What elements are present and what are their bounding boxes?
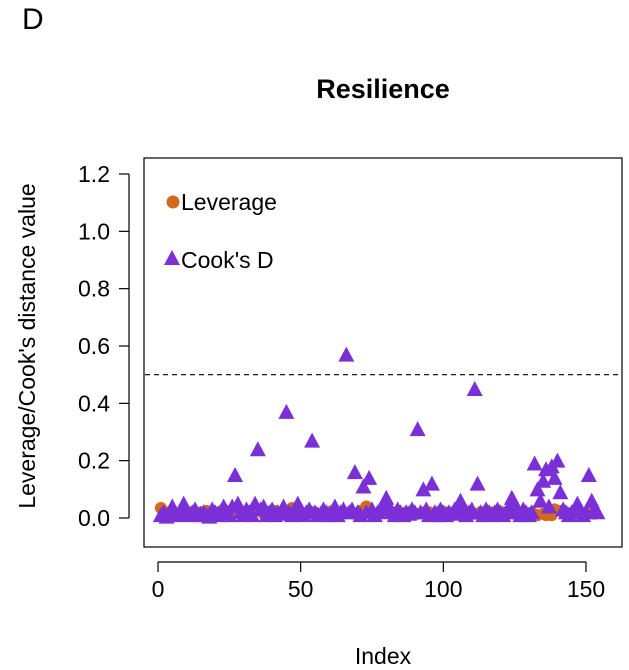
legend-leverage-marker (166, 195, 180, 209)
cooks-d-point (532, 492, 549, 508)
cooks-d-point (469, 475, 486, 491)
cooks-d-point (355, 478, 372, 494)
cooks-d-point (546, 469, 563, 485)
cooks-d-point (466, 381, 483, 396)
y-tick-label: 1.0 (78, 218, 110, 244)
x-tick-label: 50 (288, 576, 314, 602)
cooks-d-point (278, 403, 295, 419)
y-tick-label: 0.0 (78, 505, 110, 531)
y-tick-label: 0.2 (78, 448, 110, 474)
x-tick-label: 100 (424, 576, 462, 602)
cooks-d-point (227, 467, 244, 482)
axes: 0 50 100 150 0.0 0.2 0.4 0.6 0.8 1.0 1.2 (78, 161, 605, 602)
cooks-d-point (549, 452, 566, 468)
panel-label: D (22, 3, 44, 36)
legend-cooks-d-marker (164, 250, 180, 265)
chart-title: Resilience (316, 74, 450, 104)
cooks-d-point (304, 432, 321, 448)
cooks-d-point (409, 421, 426, 437)
cooks-d-point (346, 464, 363, 480)
cooks-d-point (526, 455, 543, 471)
cooks-d-point (589, 504, 606, 520)
plot-frame (143, 157, 623, 548)
x-axis-label: Index (355, 643, 412, 669)
y-tick-label: 0.8 (78, 276, 110, 302)
cooks-d-point (552, 484, 569, 500)
cooks-d-point (452, 492, 469, 508)
y-tick-label: 1.2 (78, 161, 110, 187)
legend-leverage-label: Leverage (181, 189, 277, 215)
cooks-d-point (338, 346, 355, 362)
y-axis-label: Leverage/Cook's distance value (14, 183, 40, 508)
cooks-d-point (463, 501, 480, 517)
cooks-d-point (423, 475, 440, 491)
y-tick-label: 0.6 (78, 333, 110, 359)
cooks-d-point (540, 498, 557, 514)
cooks-d-point (529, 481, 546, 497)
cooks-d-point (415, 481, 432, 497)
legend-cooks-d-label: Cook's D (181, 247, 274, 273)
cooks-d-point (361, 469, 378, 485)
data-marks (145, 346, 621, 524)
cooks-d-point (580, 467, 597, 482)
x-tick-label: 0 (152, 576, 165, 602)
y-tick-label: 0.4 (78, 390, 110, 416)
legend: Leverage Cook's D (164, 189, 277, 273)
cooks-d-point (249, 441, 266, 457)
cooks-d-point (378, 489, 395, 505)
x-tick-label: 150 (567, 576, 605, 602)
cooks-d-point (523, 504, 540, 520)
cooks-d-point (244, 507, 261, 523)
